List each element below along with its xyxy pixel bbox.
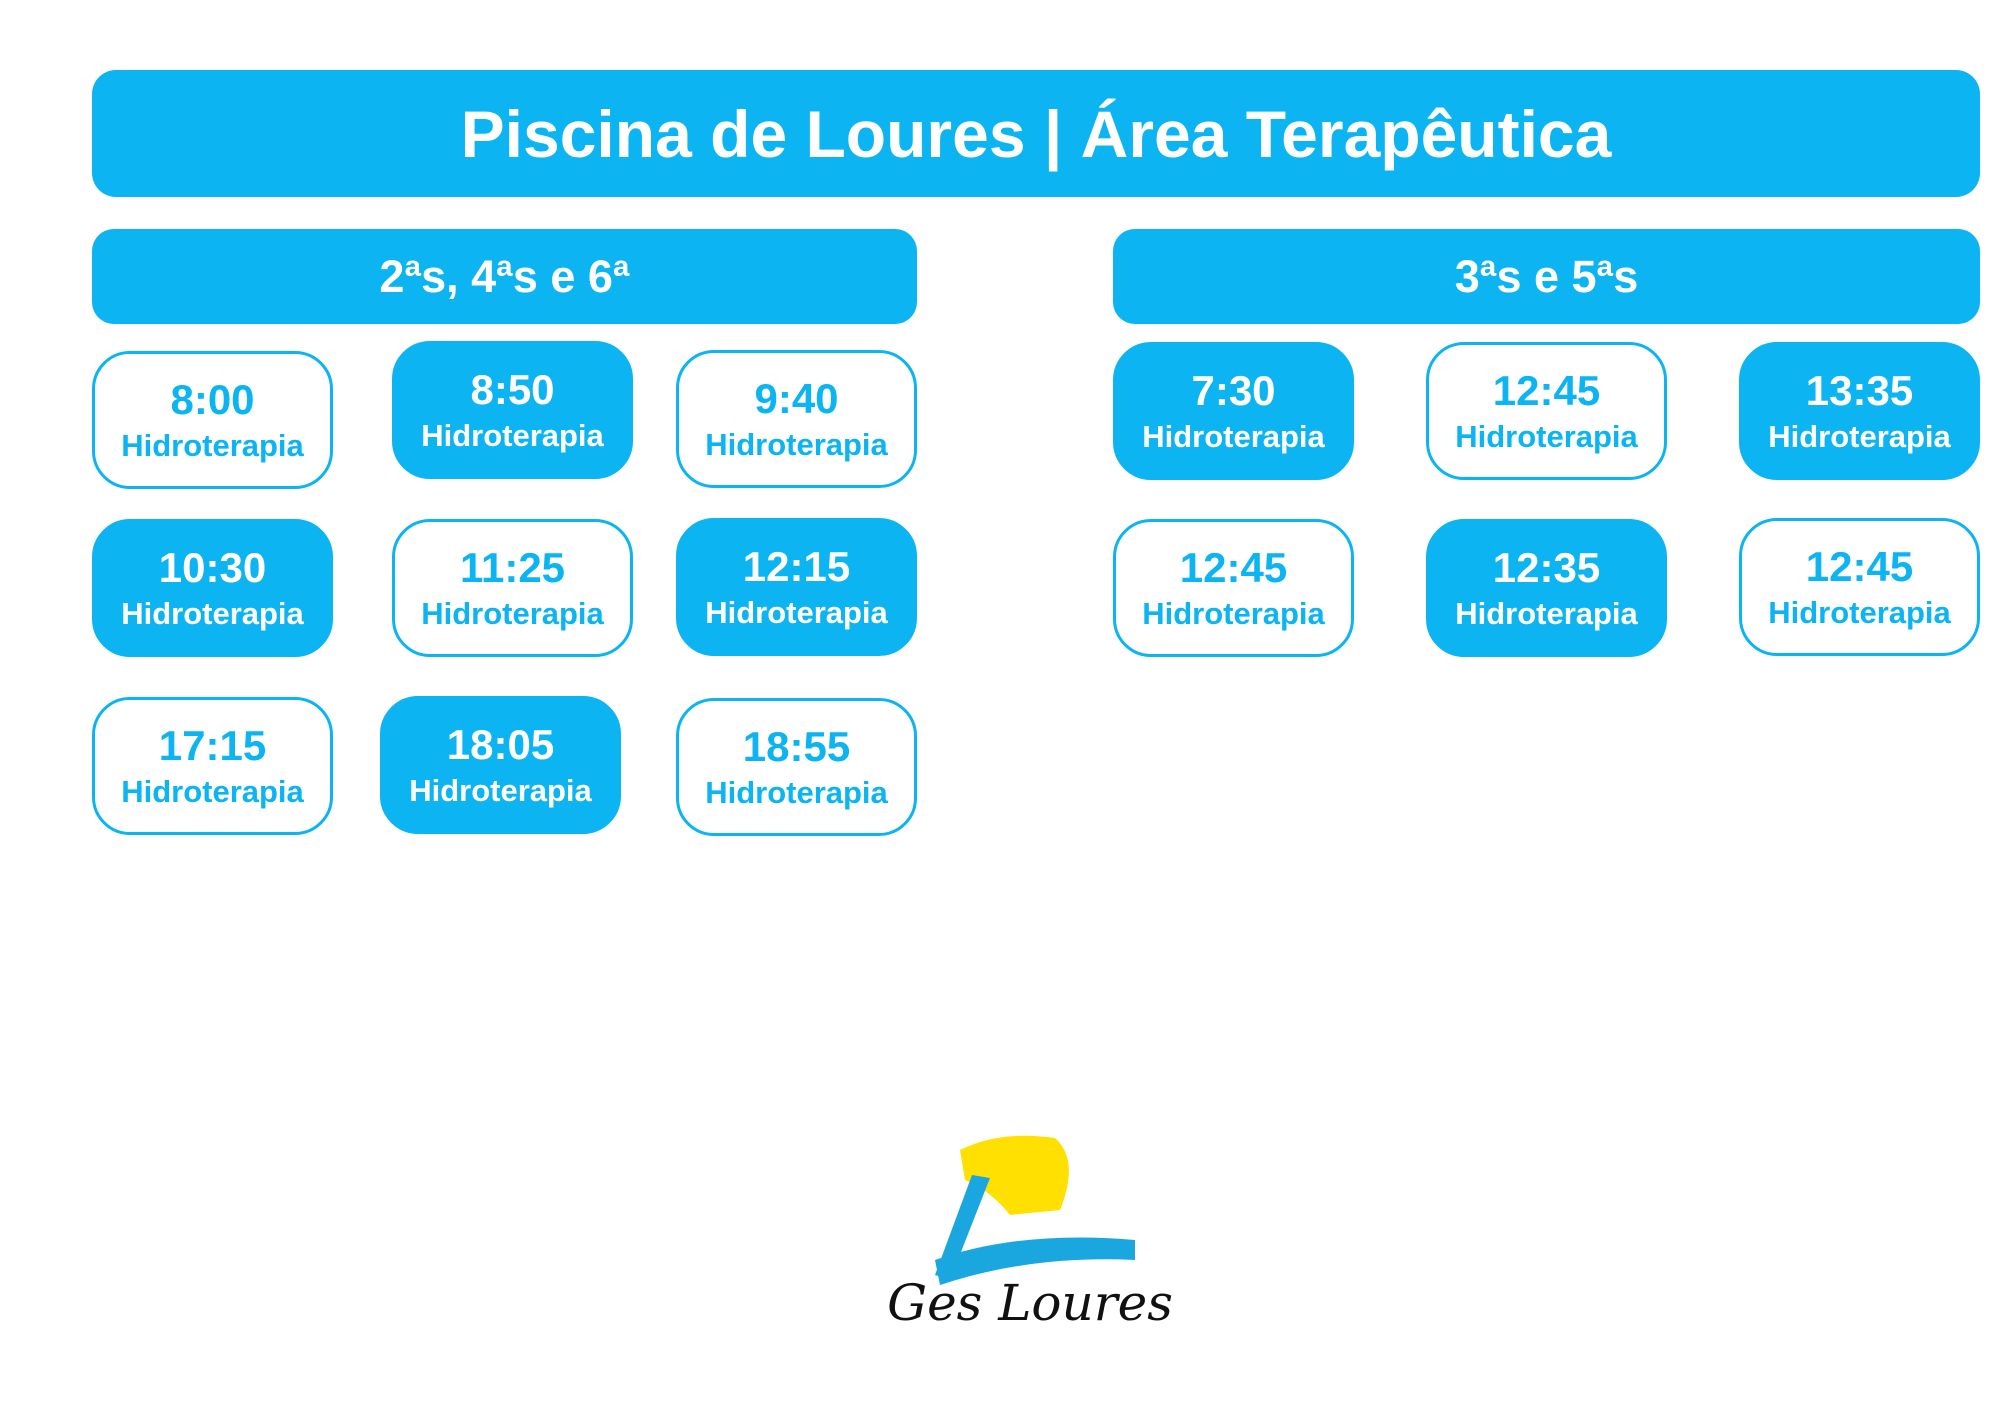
day-header: 2ªs, 4ªs e 6ª [92, 229, 917, 324]
session-time: 17:15 [158, 722, 267, 769]
session-card: 18:05 Hidroterapia [380, 696, 621, 834]
session-time: 7:30 [1191, 367, 1276, 414]
session-activity: Hidroterapia [705, 775, 888, 810]
session-time: 18:05 [446, 721, 555, 768]
session-time: 12:15 [742, 543, 851, 590]
session-activity: Hidroterapia [1142, 419, 1325, 454]
day-header: 3ªs e 5ªs [1113, 229, 1980, 324]
session-card: 12:45 Hidroterapia [1739, 518, 1980, 656]
session-activity: Hidroterapia [1455, 419, 1638, 454]
session-activity: Hidroterapia [705, 595, 888, 630]
session-card: 17:15 Hidroterapia [92, 697, 333, 835]
session-activity: Hidroterapia [1768, 595, 1951, 630]
session-activity: Hidroterapia [705, 427, 888, 462]
session-time: 8:50 [470, 366, 555, 413]
session-activity: Hidroterapia [1142, 596, 1325, 631]
title: Piscina de Loures | Área Terapêutica [92, 70, 1980, 197]
session-activity: Hidroterapia [121, 596, 304, 631]
session-activity: Hidroterapia [421, 418, 604, 453]
session-time: 10:30 [158, 544, 267, 591]
logo-blue-stroke [935, 1175, 990, 1280]
session-card: 10:30 Hidroterapia [92, 519, 333, 657]
logo-yellow [960, 1135, 1069, 1215]
session-card: 8:50 Hidroterapia [392, 341, 633, 479]
session-card: 12:45 Hidroterapia [1426, 342, 1667, 480]
session-card: 13:35 Hidroterapia [1739, 342, 1980, 480]
session-time: 11:25 [459, 544, 566, 591]
logo-blue-base [935, 1237, 1135, 1285]
session-activity: Hidroterapia [421, 596, 604, 631]
session-card: 7:30 Hidroterapia [1113, 342, 1354, 480]
session-activity: Hidroterapia [1455, 596, 1638, 631]
session-time: 8:00 [170, 376, 255, 423]
logo: Ges Loures [887, 1135, 1173, 1332]
session-card: 9:40 Hidroterapia [676, 350, 917, 488]
session-card: 11:25 Hidroterapia [392, 519, 633, 657]
session-time: 9:40 [754, 375, 839, 422]
session-card: 18:55 Hidroterapia [676, 698, 917, 836]
session-activity: Hidroterapia [121, 428, 304, 463]
session-time: 12:45 [1179, 544, 1288, 591]
session-time: 13:35 [1805, 367, 1914, 414]
session-activity: Hidroterapia [121, 774, 304, 809]
session-activity: Hidroterapia [409, 773, 592, 808]
session-time: 12:45 [1492, 367, 1601, 414]
logo-text: Ges Loures [887, 1274, 1173, 1332]
session-time: 12:45 [1805, 543, 1914, 590]
session-time: 18:55 [742, 723, 851, 770]
session-activity: Hidroterapia [1768, 419, 1951, 454]
session-card: 12:15 Hidroterapia [676, 518, 917, 656]
session-card: 12:45 Hidroterapia [1113, 519, 1354, 657]
session-time: 12:35 [1492, 544, 1601, 591]
session-card: 8:00 Hidroterapia [92, 351, 333, 489]
session-card: 12:35 Hidroterapia [1426, 519, 1667, 657]
